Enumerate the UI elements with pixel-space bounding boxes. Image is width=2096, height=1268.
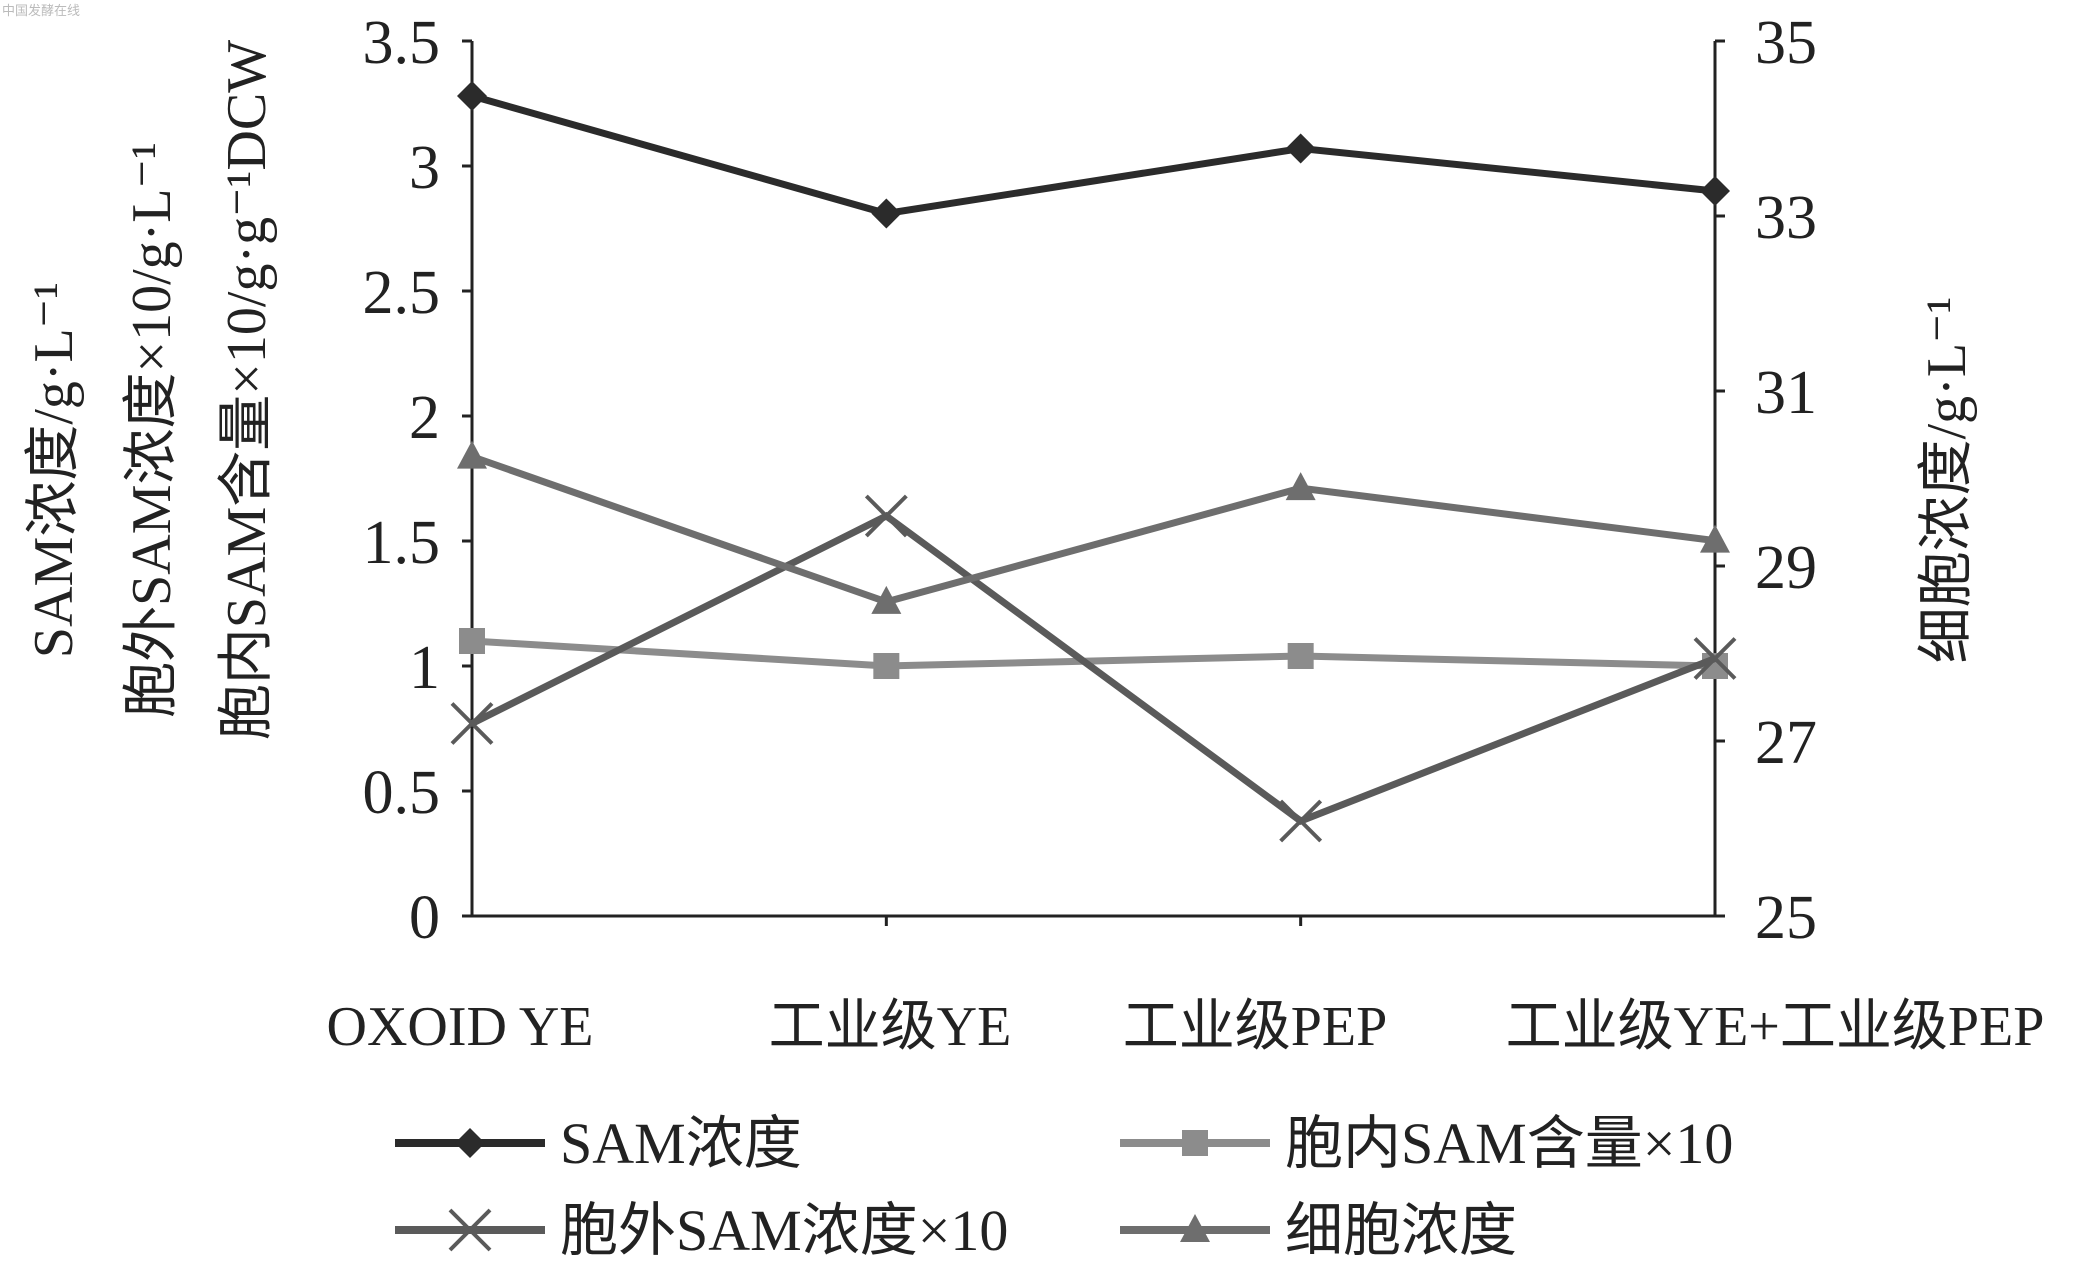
diamond-marker [457, 81, 487, 111]
right-tick-label: 35 [1755, 9, 1817, 77]
triangle-marker [1700, 524, 1730, 553]
square-marker [1182, 1130, 1208, 1156]
right-axis-title: 细胞浓度/g·L⁻¹ [1916, 297, 1978, 664]
diamond-marker [871, 198, 902, 229]
left-tick-label: 2.5 [363, 259, 441, 327]
left-tick-label: 3 [409, 134, 440, 202]
right-tick-label: 27 [1755, 709, 1817, 777]
legend-label: 胞外SAM浓度×10 [560, 1198, 1008, 1263]
diamond-marker [455, 1128, 485, 1158]
triangle-marker [1180, 1214, 1210, 1242]
legend-label: SAM浓度 [560, 1111, 802, 1176]
watermark: 中国发酵在线 [2, 4, 81, 19]
triangle-marker [1285, 472, 1316, 501]
series-line [470, 453, 1716, 606]
triangle-marker [457, 440, 487, 469]
x-marker [1279, 799, 1323, 843]
series-1 [459, 628, 1728, 679]
x-marker [448, 1208, 492, 1252]
x-marker [864, 494, 908, 538]
diamond-marker [1285, 133, 1316, 164]
x-category-label: 工业级YE+工业级PEP [1506, 996, 2045, 1058]
right-tick-label: 33 [1755, 184, 1817, 252]
legend-item: 胞内SAM含量×10 [1120, 1111, 1733, 1176]
left-tick-label: 0 [409, 884, 440, 952]
legend-label: 细胞浓度 [1285, 1198, 1517, 1263]
left-tick-label: 1.5 [363, 509, 441, 577]
left-tick-label: 3.5 [363, 9, 441, 77]
x-category-label: OXOID YE [327, 996, 594, 1058]
right-tick-label: 29 [1755, 534, 1817, 602]
left-tick-label: 0.5 [363, 759, 441, 827]
left-axis-title: 胞内SAM含量×10/g·g⁻¹DCW [216, 40, 278, 740]
series-line [471, 92, 1716, 218]
triangle-marker [871, 585, 902, 614]
legend-item: 细胞浓度 [1120, 1198, 1517, 1263]
left-tick-label: 1 [409, 634, 440, 702]
left-tick-label: 2 [409, 384, 440, 452]
legend-item: 胞外SAM浓度×10 [395, 1198, 1008, 1263]
right-tick-label: 31 [1755, 359, 1817, 427]
series-2 [450, 494, 1737, 843]
left-axis-title: SAM浓度/g·L⁻¹ [23, 282, 85, 658]
square-marker [873, 653, 900, 679]
x-marker [1693, 637, 1737, 680]
diamond-marker [1700, 176, 1730, 206]
x-marker [450, 702, 494, 745]
series-line [471, 637, 1716, 670]
square-marker [459, 628, 485, 654]
series-line [470, 511, 1717, 825]
left-axis-title: 胞外SAM浓度×10/g·L⁻¹ [121, 142, 183, 718]
right-tick-label: 25 [1755, 884, 1817, 952]
series-3 [457, 440, 1730, 614]
square-marker [1287, 643, 1314, 669]
x-category-label: 工业级YE [769, 996, 1012, 1058]
series-0 [457, 81, 1730, 229]
x-category-label: 工业级PEP [1123, 996, 1388, 1058]
legend-item: SAM浓度 [395, 1111, 802, 1176]
legend-label: 胞内SAM含量×10 [1285, 1111, 1733, 1176]
